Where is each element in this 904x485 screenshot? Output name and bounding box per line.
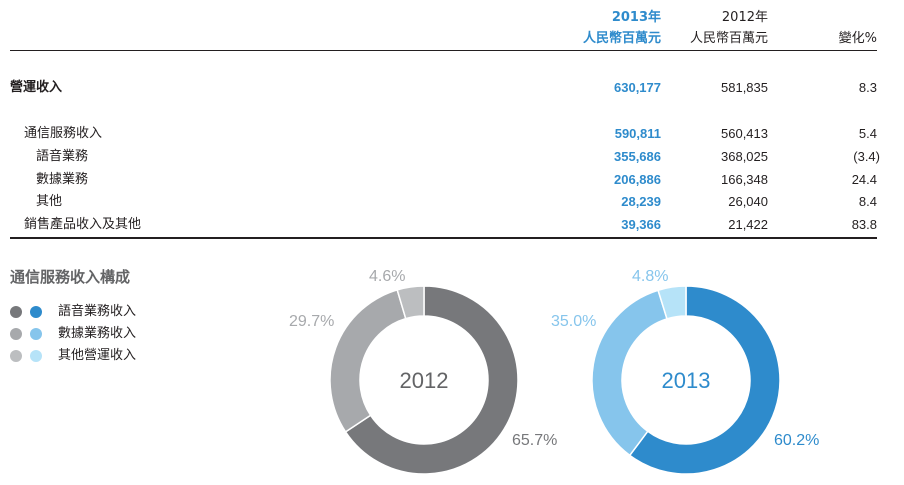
row-label: 其他 xyxy=(36,194,63,209)
row-label: 營運收入 xyxy=(10,80,63,95)
header-rule xyxy=(10,50,877,51)
row-change: 83.8 xyxy=(851,217,877,232)
legend-swatch-2013 xyxy=(30,306,42,318)
row-value-2012: 368,025 xyxy=(721,149,768,164)
donut-2012-slice-1 xyxy=(329,288,407,433)
legend-swatch-2012 xyxy=(10,306,22,318)
header-year-2013: 2013年 xyxy=(611,10,661,25)
row-value-2013: 355,686 xyxy=(614,149,661,164)
table-row: 營運收入 630,177 581,835 8.3 xyxy=(0,78,904,98)
table-row: 語音業務 355,686 368,025 (3.4) xyxy=(0,147,904,167)
row-value-2013: 630,177 xyxy=(614,80,661,95)
row-label: 銷售產品收入及其他 xyxy=(24,217,142,232)
legend-swatch-2013 xyxy=(30,350,42,362)
row-value-2013: 28,239 xyxy=(621,194,661,209)
row-change: 8.4 xyxy=(858,194,877,209)
pct-label-2013-voice: 60.2% xyxy=(774,432,820,449)
pct-label-2012-voice: 65.7% xyxy=(512,432,558,449)
row-value-2013: 206,886 xyxy=(614,172,661,187)
donut-2013-slice-2 xyxy=(657,285,687,320)
row-value-2012: 166,348 xyxy=(721,172,768,187)
pct-label-2012-data: 29.7% xyxy=(289,313,335,330)
row-value-2012: 26,040 xyxy=(728,194,768,209)
table-row: 數據業務 206,886 166,348 24.4 xyxy=(0,170,904,190)
header-year-2012: 2012年 xyxy=(721,10,768,25)
row-value-2012: 581,835 xyxy=(721,80,768,95)
donut-2012-slice-2 xyxy=(396,285,425,320)
row-value-2013: 39,366 xyxy=(621,217,661,232)
row-label: 通信服務收入 xyxy=(24,126,103,141)
row-change: 5.4 xyxy=(858,126,877,141)
row-value-2013: 590,811 xyxy=(614,126,661,141)
row-label: 語音業務 xyxy=(36,149,89,164)
pct-label-2012-other: 4.6% xyxy=(369,268,406,285)
pct-label-2013-data: 35.0% xyxy=(551,313,597,330)
pct-label-2013-other: 4.8% xyxy=(632,268,669,285)
legend-swatch-2012 xyxy=(10,350,22,362)
section-title: 通信服務收入構成 xyxy=(10,268,131,286)
donut-2013-slice-0 xyxy=(628,285,781,475)
header-unit-2013: 人民幣百萬元 xyxy=(582,31,661,46)
table-bottom-rule xyxy=(10,237,877,239)
legend-label: 數據業務收入 xyxy=(58,326,137,341)
row-value-2012: 560,413 xyxy=(721,126,768,141)
row-change: 8.3 xyxy=(858,80,877,95)
table-row: 其他 28,239 26,040 8.4 xyxy=(0,192,904,212)
header-unit-2012: 人民幣百萬元 xyxy=(689,31,768,46)
header-change: 變化% xyxy=(838,31,877,46)
legend-swatch-2012 xyxy=(10,328,22,340)
row-label: 數據業務 xyxy=(36,172,89,187)
donut-2013-slice-1 xyxy=(591,289,668,457)
legend-swatch-2013 xyxy=(30,328,42,340)
donut-center-label: 2012 xyxy=(400,368,449,393)
row-value-2012: 21,422 xyxy=(728,217,768,232)
legend-label: 其他營運收入 xyxy=(58,348,137,363)
donut-center-label: 2013 xyxy=(662,368,711,393)
row-change: (3.4) xyxy=(853,149,880,164)
table-row: 銷售產品收入及其他 39,366 21,422 83.8 xyxy=(0,215,904,235)
row-change: 24.4 xyxy=(851,172,877,187)
donut-2012-slice-0 xyxy=(344,285,519,475)
legend-label: 語音業務收入 xyxy=(58,304,137,319)
table-row: 通信服務收入 590,811 560,413 5.4 xyxy=(0,124,904,144)
